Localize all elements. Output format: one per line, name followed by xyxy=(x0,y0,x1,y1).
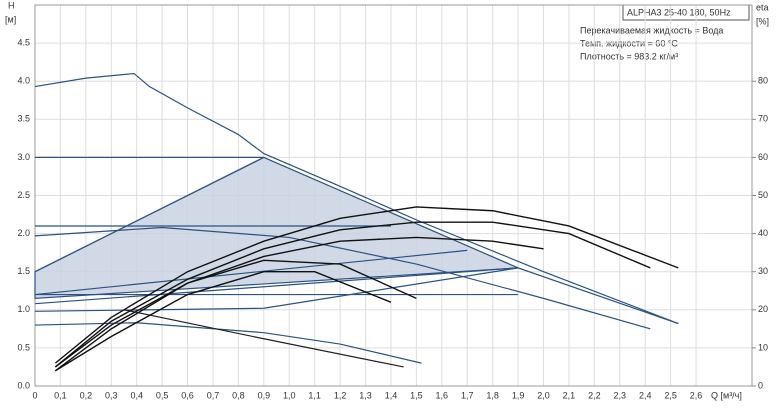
x-tick-label: 0,1 xyxy=(54,390,67,400)
x-label: Q [м³/ч] xyxy=(711,390,742,400)
curve xyxy=(54,271,392,372)
y-tick-label: 0.5 xyxy=(17,342,30,352)
y-tick-label: 4.0 xyxy=(17,76,30,86)
x-tick-label: 2,3 xyxy=(614,390,627,400)
y-unit: [м] xyxy=(5,14,16,24)
x-tick-label: 1,8 xyxy=(486,390,499,400)
x-tick-label: 1,0 xyxy=(283,390,296,400)
x-tick-label: 1,7 xyxy=(461,390,474,400)
x-tick-label: 2,5 xyxy=(664,390,677,400)
y-tick-label: 3.0 xyxy=(17,152,30,162)
x-tick-label: 0,3 xyxy=(105,390,118,400)
x-tick-label: 0 xyxy=(32,390,37,400)
x-tick-label: 2,1 xyxy=(563,390,576,400)
curve xyxy=(54,236,544,368)
x-tick-label: 0,9 xyxy=(258,390,271,400)
info-line: Плотность = 983.2 кг/м³ xyxy=(580,51,678,61)
curve xyxy=(34,226,651,330)
y-tick-label: 1.0 xyxy=(17,304,30,314)
y-label: H xyxy=(8,0,15,10)
info-title: ALPHA3 25-40 180, 50Hz xyxy=(627,7,731,17)
y2-tick-label: 30 xyxy=(758,266,768,276)
curve xyxy=(54,206,679,364)
x-tick-label: 1,3 xyxy=(359,390,372,400)
y2-unit: [%] xyxy=(756,16,769,26)
x-tick-label: 1,1 xyxy=(308,390,321,400)
x-tick-label: 1,5 xyxy=(410,390,423,400)
curve xyxy=(34,249,468,296)
y2-tick-label: 50 xyxy=(758,190,768,200)
info-line: Перекачиваемая жидкость = Вода xyxy=(580,25,723,35)
y2-tick-label: 70 xyxy=(758,114,768,124)
y2-tick-label: 20 xyxy=(758,304,768,314)
x-tick-label: 1,2 xyxy=(334,390,347,400)
y-tick-label: 2.0 xyxy=(17,228,30,238)
y2-tick-label: 10 xyxy=(758,342,768,352)
area xyxy=(34,156,519,300)
x-tick-label: 0,4 xyxy=(130,390,143,400)
curve xyxy=(34,156,265,273)
curve xyxy=(123,309,404,368)
y-tick-label: 2.5 xyxy=(17,190,30,200)
y2-tick-label: 0 xyxy=(758,380,763,390)
y2-tick-label: 40 xyxy=(758,228,768,238)
y-tick-label: 3.5 xyxy=(17,114,30,124)
x-tick-label: 0,7 xyxy=(207,390,220,400)
y-tick-label: 1.5 xyxy=(17,266,30,276)
y2-tick-label: 80 xyxy=(758,76,768,86)
curve xyxy=(34,267,519,305)
x-tick-label: 2,0 xyxy=(537,390,550,400)
curve xyxy=(54,259,417,372)
x-tick-label: 1,6 xyxy=(436,390,449,400)
curve xyxy=(34,267,679,325)
y2-tick-label: 60 xyxy=(758,152,768,162)
plot-frame xyxy=(34,4,753,387)
curve xyxy=(34,72,679,325)
y-tick-label: 0.0 xyxy=(17,380,30,390)
x-tick-label: 0,6 xyxy=(181,390,194,400)
x-tick-label: 1,4 xyxy=(385,390,398,400)
x-tick-label: 1,9 xyxy=(512,390,525,400)
x-tick-label: 0,8 xyxy=(232,390,245,400)
y2-label: eta xyxy=(756,2,769,12)
x-tick-label: 2,6 xyxy=(690,390,703,400)
x-tick-label: 0,5 xyxy=(156,390,169,400)
x-tick-label: 0,2 xyxy=(80,390,93,400)
x-tick-label: 2,2 xyxy=(588,390,601,400)
x-tick-label: 2,4 xyxy=(639,390,652,400)
y-tick-label: 4.5 xyxy=(17,37,30,47)
curve xyxy=(54,221,651,368)
